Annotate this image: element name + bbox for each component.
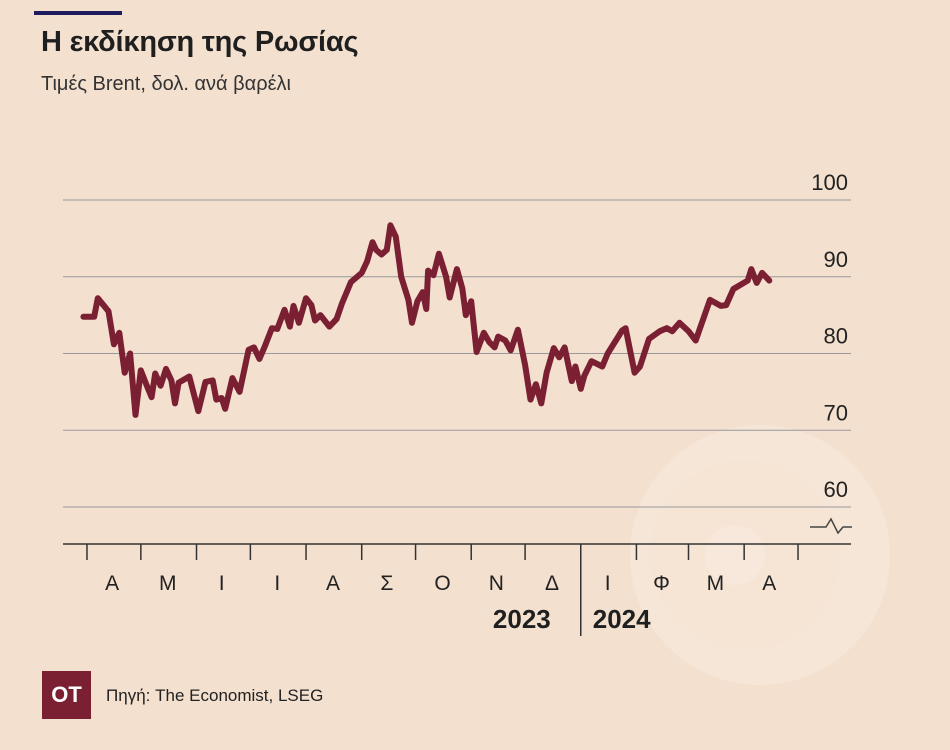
x-month-label: Μ: [707, 572, 725, 595]
y-tick-label: 80: [824, 324, 848, 349]
x-month-label: Δ: [545, 572, 559, 595]
brent-price-line: [80, 222, 773, 418]
y-tick-label: 70: [824, 400, 848, 425]
chart-subtitle: Τιμές Brent, δολ. ανά βαρέλι: [41, 73, 291, 95]
x-month-label: Α: [105, 572, 119, 595]
axis-break-icon: [810, 517, 852, 535]
x-month-label: Ι: [219, 572, 225, 595]
y-tick-label: 90: [824, 247, 848, 272]
title-accent-rule: [34, 11, 122, 15]
year-label: 2023: [493, 604, 551, 634]
x-month-label: Φ: [653, 572, 670, 595]
x-month-label: Ι: [274, 572, 280, 595]
x-month-label: Α: [326, 572, 340, 595]
source-note: Πηγή: The Economist, LSEG: [106, 686, 324, 705]
chart-title: Η εκδίκηση της Ρωσίας: [41, 26, 359, 58]
x-month-label: Ι: [605, 572, 611, 595]
year-label: 2024: [593, 604, 651, 634]
x-month-label: Ν: [489, 572, 504, 595]
x-month-label: Ο: [434, 572, 450, 595]
y-tick-label: 60: [824, 477, 848, 502]
y-tick-label: 100: [811, 170, 848, 195]
ot-logo: OT: [42, 671, 91, 719]
x-month-label: Σ: [380, 572, 393, 595]
x-month-label: Μ: [159, 572, 177, 595]
x-month-label: Α: [762, 572, 776, 595]
background-circles-decoration: [630, 425, 890, 685]
